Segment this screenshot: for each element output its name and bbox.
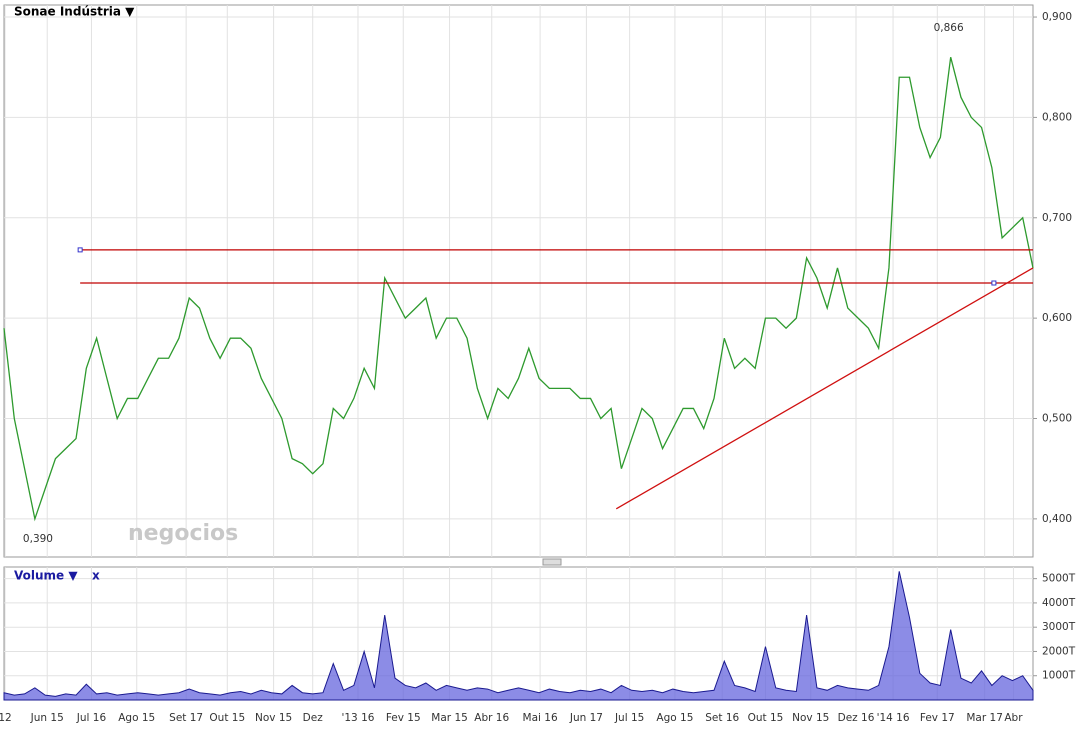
y-tick-label: 0,400 [1042, 513, 1072, 525]
line-handle [77, 247, 83, 253]
x-tick-label: Abr 16 [474, 712, 509, 724]
volume-close[interactable]: x [92, 569, 100, 583]
watermark: negocios [128, 521, 238, 546]
chart-title[interactable]: Sonae Indústria ▼ [14, 5, 135, 19]
y-tick-label: 3000T [1042, 621, 1076, 633]
x-tick-label: Abr [1004, 712, 1023, 724]
y-tick-label: 4000T [1042, 597, 1076, 609]
x-tick-label: Dez [303, 712, 324, 724]
x-tick-label: Jul 15 [614, 712, 644, 724]
x-tick-label: Mai 16 [523, 712, 558, 724]
x-tick-label: Out 15 [209, 712, 245, 724]
y-tick-label: 0,800 [1042, 111, 1072, 123]
trend-line [615, 267, 1034, 510]
volume-area [3, 571, 1034, 701]
x-tick-label: Jun 17 [569, 712, 603, 724]
price-line [3, 57, 1034, 522]
y-tick-label: 0,700 [1042, 212, 1072, 224]
y-tick-label: 2000T [1042, 645, 1076, 657]
splitter[interactable] [542, 558, 562, 566]
y-tick-label: 0,900 [1042, 11, 1072, 23]
x-tick-label: Mar 17 [966, 712, 1003, 724]
x-tick-label: '13 16 [341, 712, 374, 724]
x-tick-label: Dez 16 [838, 712, 875, 724]
y-tick-label: 5000T [1042, 573, 1076, 585]
annotation: 0,866 [934, 22, 964, 34]
annotation: 0,390 [23, 533, 53, 545]
x-tick-label: Mar 15 [431, 712, 468, 724]
price-panel [3, 4, 1034, 558]
x-tick-label: Out 15 [748, 712, 784, 724]
y-tick-label: 0,500 [1042, 412, 1072, 424]
x-tick-label: Set 16 [705, 712, 739, 724]
volume-panel [3, 566, 1034, 701]
x-tick-label: Fev 15 [386, 712, 421, 724]
x-tick-label: 12 [0, 712, 12, 724]
y-tick-label: 1000T [1042, 670, 1076, 682]
x-tick-label: Set 17 [169, 712, 203, 724]
x-tick-label: Jun 15 [30, 712, 64, 724]
volume-title[interactable]: Volume ▼ [14, 569, 78, 583]
x-tick-label: Ago 15 [656, 712, 693, 724]
x-tick-label: Nov 15 [255, 712, 292, 724]
y-tick-label: 0,600 [1042, 312, 1072, 324]
x-tick-label: '14 16 [877, 712, 910, 724]
x-tick-label: Nov 15 [792, 712, 829, 724]
x-tick-label: Fev 17 [920, 712, 955, 724]
x-tick-label: Jul 16 [76, 712, 107, 724]
line-handle [991, 280, 997, 286]
x-tick-label: Ago 15 [118, 712, 155, 724]
